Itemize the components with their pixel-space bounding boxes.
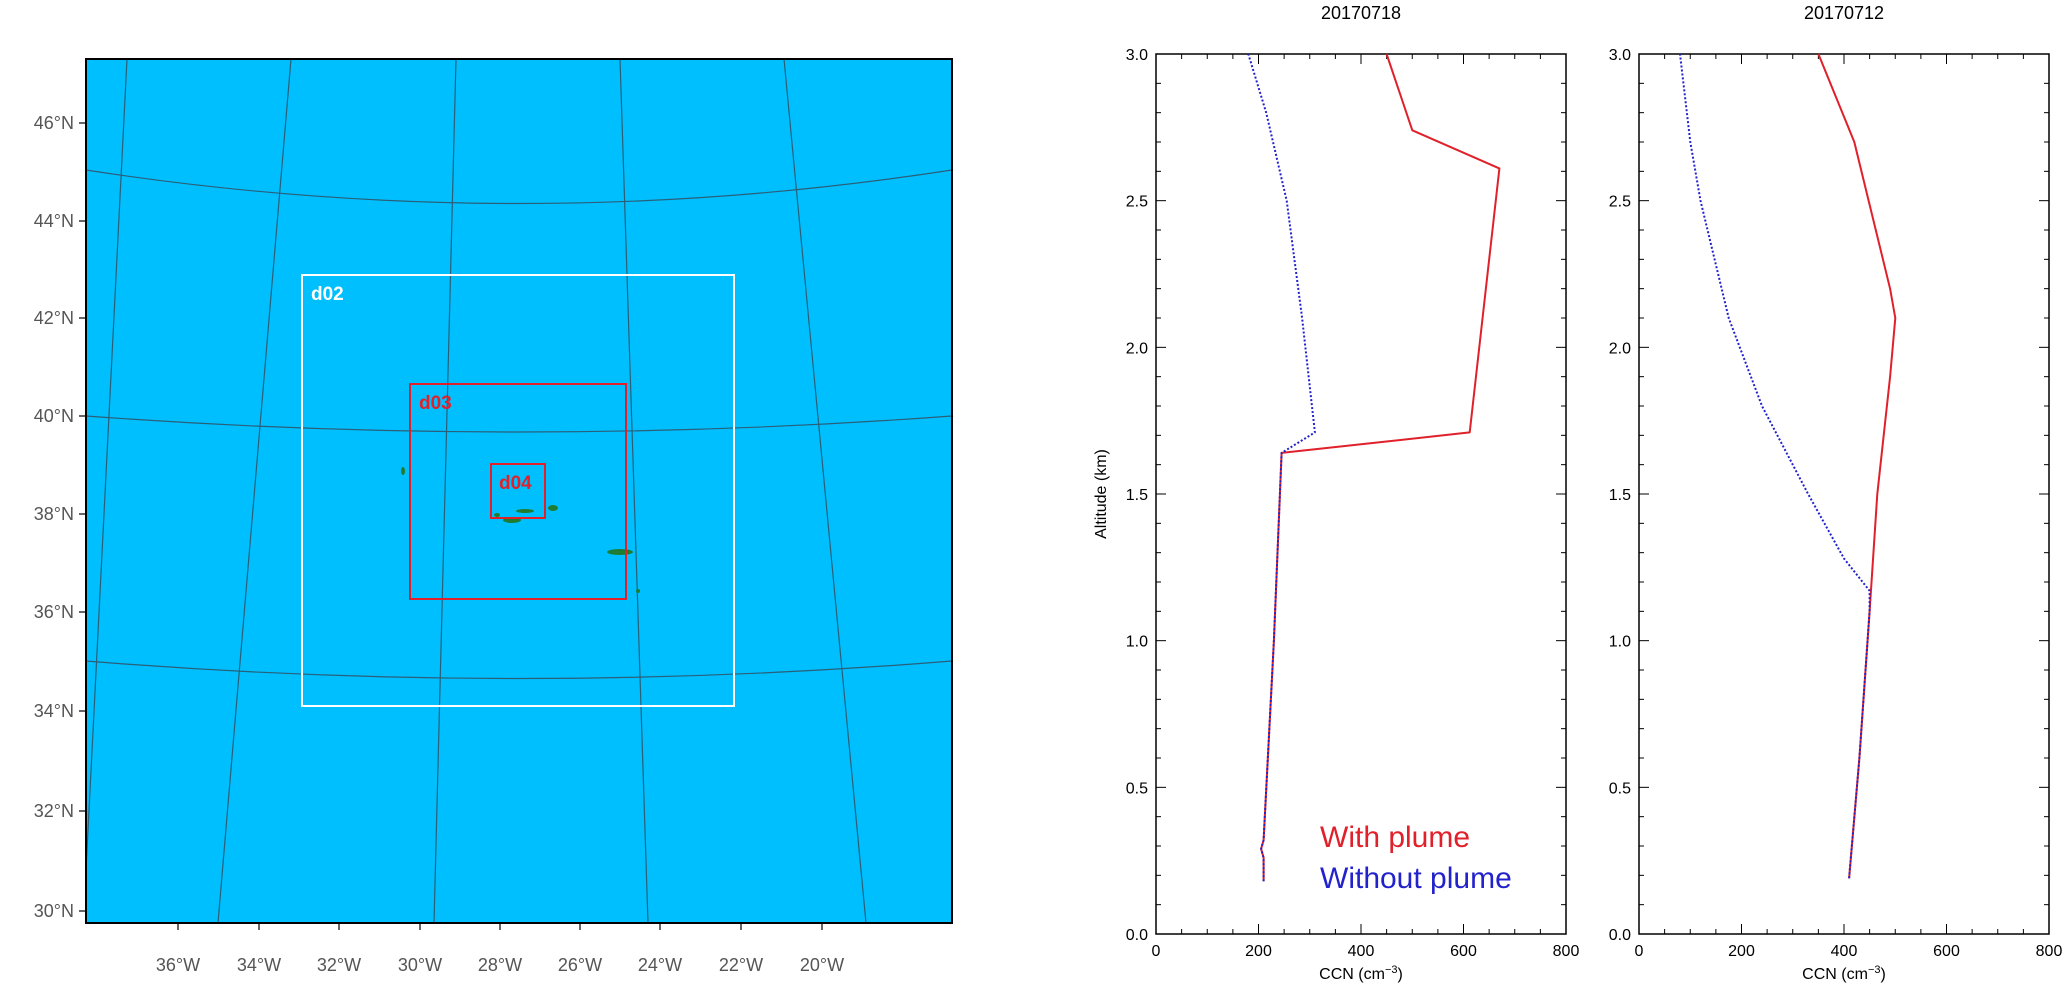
- y-tick-label: 0.5: [1126, 780, 1148, 797]
- lat-label: 44°N: [34, 211, 74, 231]
- lat-label: 36°N: [34, 602, 74, 622]
- series-line: [1817, 53, 1897, 879]
- lat-label: 46°N: [34, 113, 74, 133]
- lon-label: 26°W: [558, 955, 602, 975]
- lon-label: 20°W: [800, 955, 844, 975]
- lat-label: 32°N: [34, 801, 74, 821]
- y-tick-label: 2.0: [1609, 340, 1631, 357]
- map-lon-axis: [177, 923, 823, 930]
- y-tick-label: 1.5: [1126, 487, 1148, 504]
- map-lat-axis: [79, 122, 86, 912]
- meridian-25W: [619, 59, 649, 923]
- y-tick-label: 2.5: [1126, 194, 1148, 211]
- map-lon-labels: 36°W 34°W 32°W 30°W 28°W 26°W 24°W 22°W …: [156, 955, 844, 975]
- domain-d03-box: [409, 383, 627, 600]
- y-tick-label: 2.5: [1609, 194, 1631, 211]
- lat-label: 38°N: [34, 504, 74, 524]
- x-tick-label: 200: [1728, 943, 1755, 960]
- domain-d04-label: d04: [499, 473, 532, 494]
- meridian-20W: [783, 59, 867, 923]
- chart-title: 20170718: [1321, 3, 1401, 23]
- island-faial: [494, 513, 500, 517]
- lat-label: 34°N: [34, 701, 74, 721]
- meridian-35W: [217, 59, 292, 923]
- parallel-40N: [86, 415, 952, 433]
- y-tick-label: 0.0: [1609, 927, 1631, 944]
- x-tick-label: 400: [1348, 943, 1375, 960]
- y-tick-label: 0.0: [1126, 927, 1148, 944]
- parallel-45N: [86, 169, 952, 205]
- domain-d02-box: [301, 274, 735, 707]
- map-lat-labels: 46°N 44°N 42°N 40°N 38°N 36°N 34°N 32°N …: [34, 113, 74, 921]
- series-line: [1679, 53, 1871, 879]
- y-tick-label: 3.0: [1126, 47, 1148, 64]
- lon-label: 24°W: [638, 955, 682, 975]
- domain-d02-label: d02: [311, 284, 344, 305]
- y-tick-label: 0.5: [1609, 780, 1631, 797]
- lon-label: 34°W: [237, 955, 281, 975]
- lon-label: 28°W: [478, 955, 522, 975]
- domain-d03-label: d03: [419, 393, 452, 414]
- x-tick-label: 200: [1245, 943, 1272, 960]
- x-tick-label: 600: [1450, 943, 1477, 960]
- plot-frame: [1638, 53, 2050, 935]
- island-flores: [401, 467, 405, 475]
- meridian-40W: [86, 59, 128, 871]
- meridian-30W: [433, 59, 457, 923]
- x-tick-label: 800: [2036, 943, 2063, 960]
- y-tick-label: 1.0: [1126, 634, 1148, 651]
- x-axis-label: CCN (cm−3): [1802, 964, 1886, 983]
- series-line: [1247, 53, 1316, 882]
- x-tick-label: 600: [1933, 943, 1960, 960]
- plot-frame: [1155, 53, 1567, 935]
- y-tick-label: 1.5: [1609, 487, 1631, 504]
- map-graticule: [86, 59, 952, 923]
- ccn-profile-chart: 20170718 0 200 400 600 800 0.0 0.5 1.0 1.5 2.0 2.5 3…: [1093, 3, 1579, 983]
- x-axis-label: CCN (cm−3): [1319, 964, 1403, 983]
- lon-label: 22°W: [719, 955, 763, 975]
- ccn-profile-charts: 20170718 0 200 400 600 800 0.0 0.5 1.0 1.5 2.0 2.5 3…: [1093, 3, 2062, 983]
- y-tick-label: 3.0: [1609, 47, 1631, 64]
- island-santa-maria: [636, 589, 640, 593]
- ccn-profile-chart: 20170712 0 200 400 600 800 0.0 0.5 1.0 1.5 2.0 2.5 3…: [1609, 3, 2063, 983]
- lat-label: 30°N: [34, 901, 74, 921]
- chart-title: 20170712: [1804, 3, 1884, 23]
- domain-map: d02 d03 d04 46°N 44°N 42°N 40°N 38°N 36°…: [34, 58, 953, 975]
- map-frame: [85, 58, 953, 924]
- legend-entry: With plume: [1320, 821, 1470, 854]
- x-tick-label: 400: [1831, 943, 1858, 960]
- domain-d04-box: [490, 463, 546, 519]
- parallel-35N: [86, 660, 952, 680]
- legend-entry: Without plume: [1320, 862, 1512, 895]
- series-line: [1260, 53, 1501, 882]
- lat-label: 40°N: [34, 406, 74, 426]
- x-tick-label: 800: [1553, 943, 1580, 960]
- lat-label: 42°N: [34, 308, 74, 328]
- y-tick-label: 1.0: [1609, 634, 1631, 651]
- y-tick-label: 2.0: [1126, 340, 1148, 357]
- island-sao-miguel: [607, 549, 633, 555]
- lon-label: 32°W: [317, 955, 361, 975]
- y-axis-label: Altitude (km): [1093, 449, 1110, 539]
- x-tick-label: 0: [1635, 943, 1644, 960]
- lon-label: 36°W: [156, 955, 200, 975]
- lon-label: 30°W: [398, 955, 442, 975]
- x-tick-label: 0: [1152, 943, 1161, 960]
- island-terceira: [548, 505, 558, 511]
- island-sao-jorge: [516, 509, 534, 513]
